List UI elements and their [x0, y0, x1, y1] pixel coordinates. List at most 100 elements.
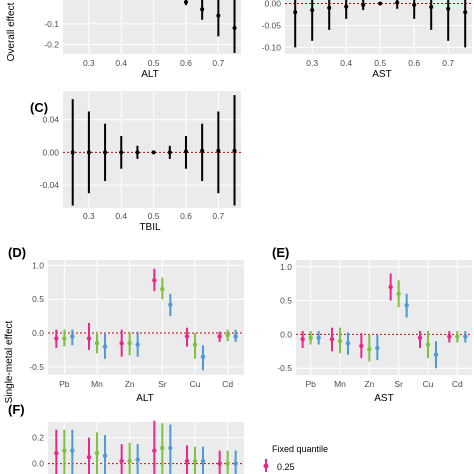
x-tick-label: 0.7: [212, 211, 224, 221]
y-axis-label: Overall effect: [6, 2, 17, 61]
data-point: [404, 303, 409, 308]
y-axis-label: Single-metal effect: [4, 320, 15, 403]
y-tick-label: -0.1: [44, 19, 59, 29]
y-tick-label: 0.2: [32, 433, 44, 443]
data-point: [417, 335, 423, 340]
x-tick-label: 0.7: [212, 58, 224, 68]
legend: Fixed quantile 0.25: [263, 444, 328, 472]
data-point: [308, 335, 313, 340]
data-point: [152, 278, 157, 283]
x-axis-label: TBIL: [139, 222, 161, 233]
x-tick-label: 0.6: [408, 58, 420, 68]
data-point: [225, 332, 230, 338]
x-tick-label: Cu: [423, 379, 434, 389]
data-point: [135, 457, 140, 462]
x-tick-label: Cd: [452, 379, 463, 389]
panel-background: [296, 260, 472, 375]
data-point: [310, 8, 315, 13]
data-point: [127, 341, 132, 346]
panel-background: [48, 260, 244, 375]
data-point: [412, 2, 417, 7]
data-point: [127, 458, 132, 464]
panel-4: 1.0 0.5 0.0 -0.5 Pb Mn Zn Sr Cu Cd ALT Single-metal…: [4, 245, 244, 404]
x-tick-label: 0.5: [148, 58, 160, 68]
y-tick-label: 0.00: [42, 147, 59, 157]
data-point: [216, 13, 221, 18]
data-point: [433, 352, 439, 357]
x-tick-label: Sr: [394, 379, 403, 389]
data-point: [232, 26, 237, 31]
data-point: [329, 336, 335, 342]
data-point: [70, 150, 75, 155]
x-tick-label: 0.5: [148, 211, 160, 221]
x-tick-label: Pb: [59, 379, 70, 389]
data-point: [345, 341, 351, 346]
data-point: [367, 347, 372, 352]
data-point: [429, 5, 434, 10]
x-axis-label: AST: [372, 69, 391, 80]
data-point: [225, 461, 230, 466]
data-point: [183, 149, 188, 154]
data-point: [86, 336, 92, 341]
data-point: [62, 448, 67, 453]
data-point: [62, 336, 67, 341]
panel-background: [48, 422, 244, 474]
y-tick-label: -0.10: [262, 42, 282, 52]
x-tick-label: 0.6: [180, 211, 192, 221]
data-point: [94, 451, 100, 456]
data-point: [455, 334, 460, 339]
data-point: [119, 341, 124, 346]
panel-background: [285, 0, 472, 54]
data-point: [192, 342, 198, 347]
data-point: [300, 336, 305, 342]
data-point: [344, 4, 349, 9]
data-point: [425, 342, 431, 347]
data-point: [168, 302, 173, 307]
legend-title: Fixed quantile: [272, 444, 328, 454]
data-point: [446, 6, 451, 11]
data-point: [463, 10, 468, 15]
data-point: [217, 461, 222, 466]
data-point: [337, 338, 343, 344]
data-point: [388, 284, 393, 290]
data-point: [54, 336, 59, 341]
panel-1: -0.2 -0.1 0.3 0.4 0.5 0.6 0.7 ALT Overall effect: [6, 0, 241, 80]
data-point: [135, 342, 140, 347]
legend-item-label: 0.25: [277, 462, 295, 472]
data-point: [327, 5, 332, 10]
data-point: [168, 445, 173, 451]
data-point: [184, 334, 190, 339]
data-point: [184, 458, 190, 464]
data-point: [359, 343, 364, 349]
data-point: [447, 334, 452, 339]
y-tick-label: 1.0: [280, 262, 292, 272]
panel-label: (E): [272, 245, 289, 260]
data-point: [192, 458, 198, 464]
data-point: [102, 453, 108, 458]
panel-6: 0.2 0.0 (F): [8, 402, 244, 474]
y-tick-label: 0.0: [32, 459, 44, 469]
panel-2: 0.00 -0.05 -0.10 0.3 0.4 0.5 0.6 0.7 AST: [262, 0, 472, 80]
y-tick-label: -0.5: [277, 363, 292, 373]
data-point: [217, 334, 222, 339]
data-point: [94, 341, 100, 346]
data-point: [463, 334, 468, 339]
data-point: [396, 291, 401, 297]
x-tick-label: 0.4: [115, 211, 127, 221]
y-tick-label: -0.04: [40, 180, 60, 190]
x-tick-label: Zn: [125, 379, 135, 389]
x-tick-label: Sr: [158, 379, 167, 389]
x-tick-label: 0.4: [340, 58, 352, 68]
panel-label: (F): [8, 402, 25, 417]
y-tick-label: 0.04: [42, 115, 59, 125]
x-axis-label: ALT: [141, 69, 159, 80]
x-tick-label: Zn: [364, 379, 374, 389]
data-point: [293, 10, 298, 15]
x-tick-label: Mn: [91, 379, 103, 389]
data-point: [86, 454, 92, 460]
x-tick-label: 0.5: [374, 58, 386, 68]
x-tick-label: Pb: [305, 379, 316, 389]
data-point: [233, 461, 238, 466]
data-point: [103, 150, 108, 155]
